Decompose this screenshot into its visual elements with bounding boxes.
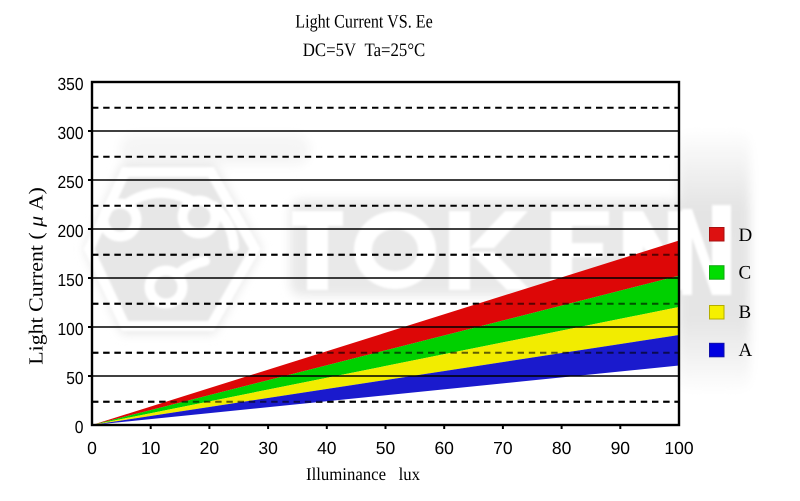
svg-text:200: 200 bbox=[58, 221, 84, 241]
svg-text:C: C bbox=[739, 263, 752, 284]
svg-text:300: 300 bbox=[58, 123, 84, 143]
svg-text:30: 30 bbox=[258, 438, 278, 458]
svg-text:150: 150 bbox=[58, 270, 84, 290]
svg-text:50: 50 bbox=[66, 368, 84, 388]
svg-text:0: 0 bbox=[87, 438, 97, 458]
svg-text:100: 100 bbox=[664, 438, 693, 458]
svg-text:10: 10 bbox=[141, 438, 161, 458]
svg-text:40: 40 bbox=[317, 438, 337, 458]
svg-text:0: 0 bbox=[75, 417, 84, 437]
svg-text:50: 50 bbox=[376, 438, 396, 458]
svg-text:70: 70 bbox=[493, 438, 513, 458]
svg-text:DC=5V Ta=25°C: DC=5V Ta=25°C bbox=[303, 40, 426, 61]
svg-text:60: 60 bbox=[434, 438, 454, 458]
svg-text:B: B bbox=[739, 302, 752, 323]
svg-text:80: 80 bbox=[552, 438, 572, 458]
svg-text:90: 90 bbox=[611, 438, 631, 458]
svg-text:100: 100 bbox=[58, 319, 84, 339]
svg-text:D: D bbox=[739, 225, 753, 246]
svg-text:Illuminance lux: Illuminance lux bbox=[306, 464, 420, 484]
svg-text:Light Current VS. Ee: Light Current VS. Ee bbox=[295, 12, 433, 33]
svg-text:A: A bbox=[739, 340, 753, 361]
svg-text:250: 250 bbox=[58, 172, 84, 192]
svg-text:350: 350 bbox=[58, 74, 84, 94]
svg-text:20: 20 bbox=[200, 438, 220, 458]
svg-text:Light Current ( μ A): Light Current ( μ A) bbox=[26, 187, 48, 365]
